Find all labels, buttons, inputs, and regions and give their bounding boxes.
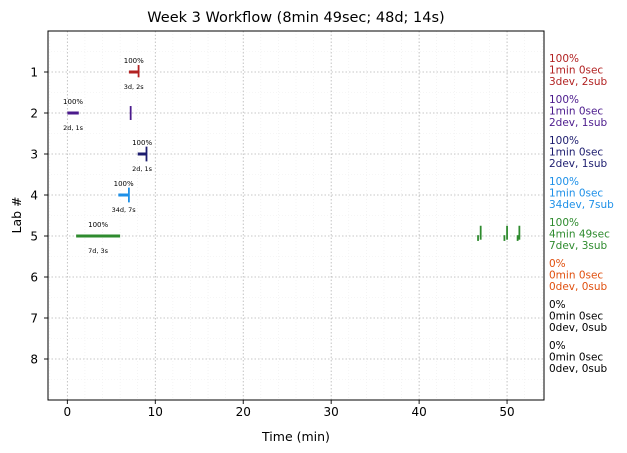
- lab-4-summary-line-2: 1min 0sec: [549, 188, 603, 200]
- y-tick-label: 5: [30, 230, 38, 244]
- lab-5-percent-label: 100%: [88, 221, 108, 229]
- lab-5-summary-line-1: 100%: [549, 217, 579, 229]
- marks-layer: 100% 3d, 2s 100% 2d, 1s 100% 2d, 1s 100% 34d, 7…: [63, 57, 521, 255]
- lab-3-percent-label: 100%: [132, 139, 152, 147]
- x-tick-label: 10: [148, 405, 163, 419]
- axis-layer: 0 10 20 30 40 50 1 2 3 4 5 6 7 8: [30, 66, 514, 420]
- lab-6-summary-line-1: 0%: [549, 258, 566, 270]
- lab-1-summary-line-1: 100%: [549, 53, 579, 65]
- lab-2-summary-line-1: 100%: [549, 94, 579, 106]
- x-tick-label: 50: [499, 405, 514, 419]
- x-tick-label: 0: [64, 405, 72, 419]
- lab-8-summary-line-1: 0%: [549, 340, 566, 352]
- lab-5-count-label: 7d, 3s: [88, 247, 109, 255]
- x-tick-label: 20: [236, 405, 251, 419]
- lab-7-summary-line-1: 0%: [549, 299, 566, 311]
- lab-4-summary-line-3: 34dev, 7sub: [549, 199, 614, 211]
- lab-1-percent-label: 100%: [124, 57, 144, 65]
- y-tick-label: 3: [30, 148, 38, 162]
- x-tick-label: 30: [324, 405, 339, 419]
- y-tick-label: 6: [30, 271, 38, 285]
- lab-3-summary-line-1: 100%: [549, 135, 579, 147]
- lab-3-count-label: 2d, 1s: [132, 165, 153, 173]
- y-tick-label: 8: [30, 353, 38, 367]
- lab-3-summary-line-3: 2dev, 1sub: [549, 158, 608, 170]
- lab-2-count-label: 2d, 1s: [63, 124, 84, 132]
- lab-4-percent-label: 100%: [114, 180, 134, 188]
- lab-6-summary-line-3: 0dev, 0sub: [549, 281, 608, 293]
- lab-5-summary-line-3: 7dev, 3sub: [549, 240, 608, 252]
- lab-2-summary-line-2: 1min 0sec: [549, 106, 603, 118]
- lab-2-summary-line-3: 2dev, 1sub: [549, 117, 608, 129]
- x-axis-label: Time (min): [261, 429, 330, 444]
- lab-1-count-label: 3d, 2s: [124, 83, 145, 91]
- lab-5-summary-line-2: 4min 49sec: [549, 229, 610, 241]
- lab-1-summary-line-3: 3dev, 2sub: [549, 76, 608, 88]
- y-axis-label: Lab #: [9, 196, 24, 233]
- grid-layer: [48, 31, 544, 400]
- lab-4-summary-line-1: 100%: [549, 176, 579, 188]
- lab-8-summary-line-2: 0min 0sec: [549, 352, 603, 364]
- plot-frame: [47, 30, 545, 401]
- lab-8-summary-line-3: 0dev, 0sub: [549, 363, 608, 375]
- x-tick-label: 40: [411, 405, 426, 419]
- lab-3-summary-line-2: 1min 0sec: [549, 147, 603, 159]
- lab-7-summary-line-3: 0dev, 0sub: [549, 322, 608, 334]
- lab-7-summary-line-2: 0min 0sec: [549, 311, 603, 323]
- y-tick-label: 7: [30, 312, 38, 326]
- lab-1-summary-line-2: 1min 0sec: [549, 65, 603, 77]
- lab-4-count-label: 34d, 7s: [112, 206, 137, 214]
- y-tick-label: 4: [30, 189, 38, 203]
- lab-6-summary-line-2: 0min 0sec: [549, 270, 603, 282]
- y-tick-label: 2: [30, 107, 38, 121]
- lab-2-percent-label: 100%: [63, 98, 83, 106]
- chart-title: Week 3 Workflow (8min 49sec; 48d; 14s): [147, 10, 444, 26]
- y-tick-label: 1: [30, 66, 38, 80]
